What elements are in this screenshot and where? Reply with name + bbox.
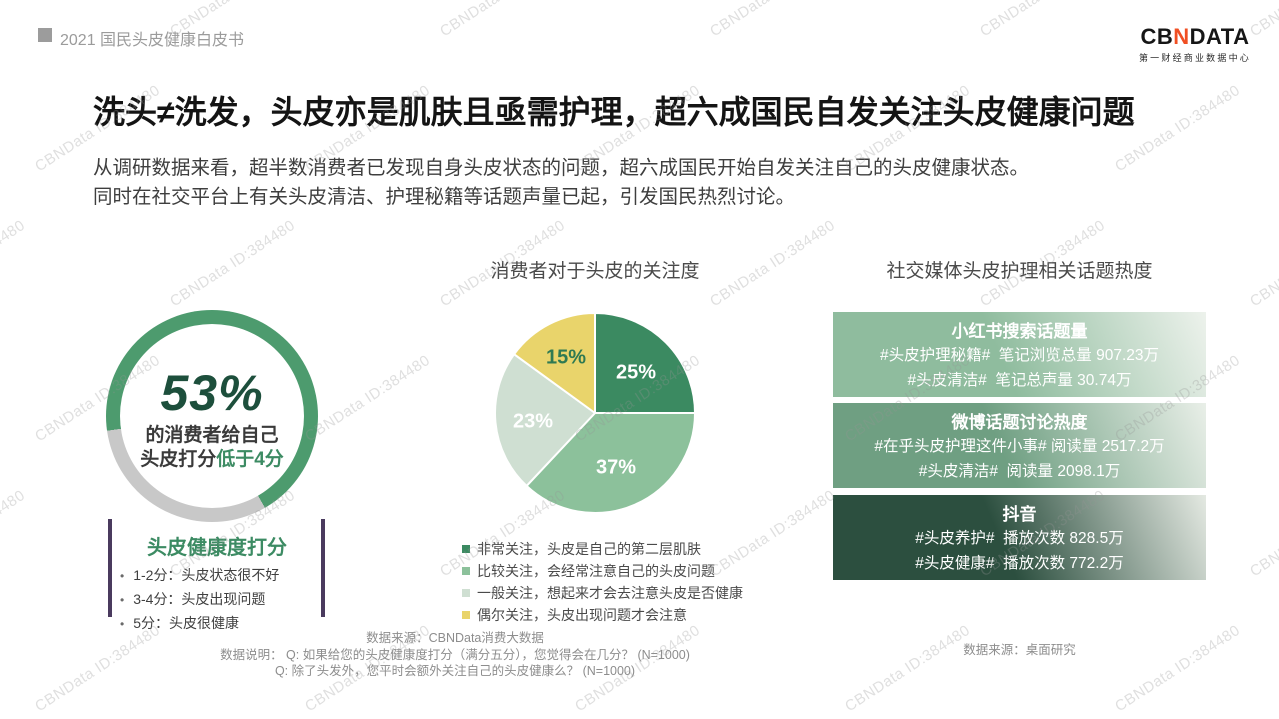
logo-accent-letter: N — [1173, 24, 1190, 49]
pie-chart: 25% 37% 23% 15% — [493, 311, 697, 515]
social-card-xiaohongshu: 小红书搜索话题量 #头皮护理秘籍# 笔记浏览总量 907.23万 #头皮清洁# … — [833, 312, 1206, 397]
legend-label: 偶尔关注，头皮出现问题才会注意 — [477, 607, 687, 623]
watermark-text: CBNData ID:384480 — [1247, 0, 1279, 40]
pie-svg — [494, 312, 696, 514]
logo-pre: CB — [1140, 24, 1174, 49]
cbndata-logo: CBNDATA 第一财经商业数据中心 — [1139, 25, 1251, 64]
scale-item: 5分：头皮很健康 — [120, 612, 279, 636]
pie-label-25: 25% — [615, 361, 657, 384]
intro-line-2: 同时在社交平台上有关头皮清洁、护理秘籍等话题声量已起，引发国民热烈讨论。 — [93, 186, 796, 208]
card-title: 微博话题讨论热度 — [951, 413, 1088, 432]
watermark-text: CBNData ID:384480 — [0, 0, 28, 40]
data-notes: 数据来源：CBNData消费大数据 数据说明： Q: 如果给您的头皮健康度打分（… — [205, 630, 705, 680]
watermark-text: CBNData ID:384480 — [842, 621, 974, 716]
legend-label: 比较关注，会经常注意自己的头皮问题 — [477, 563, 715, 579]
card-title: 小红书搜索话题量 — [951, 322, 1088, 341]
social-card-weibo: 微博话题讨论热度 #在乎头皮护理这件小事# 阅读量 2517.2万 #头皮清洁#… — [833, 403, 1206, 488]
donut-hole — [120, 324, 304, 508]
note-question-1: 数据说明： Q: 如果给您的头皮健康度打分（满分五分），您觉得会在几分？ (N=… — [220, 647, 690, 662]
legend-label: 非常关注，头皮是自己的第二层肌肤 — [477, 541, 701, 557]
card-metric: #头皮清洁# 阅读量 2098.1万 — [918, 463, 1121, 480]
scale-list: 1-2分：头皮状态很不好 3-4分：头皮出现问题 5分：头皮很健康 — [120, 564, 279, 636]
scale-item: 3-4分：头皮出现问题 — [120, 588, 279, 612]
pie-slice — [525, 412, 696, 514]
pie-slice — [594, 312, 696, 414]
card-metric: #头皮健康# 播放次数 772.2万 — [915, 555, 1124, 572]
intro-paragraph: 从调研数据来看，超半数消费者已发现自身头皮状态的问题，超六成国民开始自发关注自己… — [93, 154, 1213, 212]
card-metric: #在乎头皮护理这件小事# 阅读量 2517.2万 — [874, 438, 1165, 455]
pie-slice — [494, 353, 596, 487]
intro-line-1: 从调研数据来看，超半数消费者已发现自身头皮状态的问题，超六成国民开始自发关注自己… — [93, 157, 1030, 179]
donut-description: 的消费者给自己 头皮打分低于4分 — [140, 424, 284, 472]
watermark-text: CBNData ID:384480 — [167, 216, 299, 311]
legend-item: 一般关注，想起来才会去注意头皮是否健康 — [462, 582, 743, 604]
legend-item: 非常关注，头皮是自己的第二层肌肤 — [462, 538, 743, 560]
watermark-text: CBNData ID:384480 — [707, 0, 838, 40]
scale-left-bar — [108, 519, 112, 617]
legend-item: 偶尔关注，头皮出现问题才会注意 — [462, 604, 743, 626]
legend-item: 比较关注，会经常注意自己的头皮问题 — [462, 560, 743, 582]
donut-chart: 53% 的消费者给自己 头皮打分低于4分 — [106, 310, 318, 522]
logo-wordmark: CBNDATA — [1139, 25, 1251, 49]
card-title: 抖音 — [1002, 505, 1037, 524]
header-square-marker — [38, 28, 52, 42]
pie-label-37: 37% — [595, 456, 637, 479]
watermark-text: CBNData ID:384480 — [0, 216, 29, 310]
watermark-text: CBNData ID:384480 — [302, 351, 434, 446]
watermark-text: CBNData ID:384480 — [0, 486, 29, 580]
donut-desc-highlight: 低于4分 — [216, 449, 284, 470]
scale-item: 1-2分：头皮状态很不好 — [120, 564, 279, 588]
donut-desc-line2-prefix: 头皮打分 — [140, 449, 217, 470]
watermark-text: CBNData ID:384480 — [437, 0, 568, 40]
legend-swatch — [462, 589, 470, 597]
donut-value: 53% — [160, 365, 264, 421]
watermark-text: CBNData ID:384480 — [1247, 487, 1279, 581]
scale-title: 头皮健康度打分 — [147, 537, 287, 559]
pie-slice — [513, 312, 596, 414]
social-section-title: 社交媒体头皮护理相关话题热度 — [886, 261, 1153, 282]
legend-swatch — [462, 611, 470, 619]
watermark-text: CBNData ID:384480 — [1112, 621, 1244, 716]
watermark-text: CBNData ID:384480 — [977, 0, 1108, 40]
report-tag: 2021 国民头皮健康白皮书 — [60, 32, 245, 49]
legend-label: 一般关注，想起来才会去注意头皮是否健康 — [477, 585, 743, 601]
pie-chart-title: 消费者对于头皮的关注度 — [490, 261, 700, 282]
watermark-text: CBNData ID:384480 — [1247, 217, 1279, 311]
pie-label-15: 15% — [545, 346, 587, 369]
pie-legend: 非常关注，头皮是自己的第二层肌肤 比较关注，会经常注意自己的头皮问题 一般关注，… — [462, 538, 743, 626]
scale-right-bar — [321, 519, 325, 617]
pie-label-23: 23% — [512, 410, 554, 433]
donut-center-text: 53% 的消费者给自己 头皮打分低于4分 — [120, 324, 304, 508]
card-metric: #头皮清洁# 笔记总声量 30.74万 — [907, 372, 1132, 389]
social-note-source: 数据来源：桌面研究 — [963, 643, 1076, 657]
logo-subtitle: 第一财经商业数据中心 — [1138, 53, 1251, 63]
logo-post: DATA — [1189, 24, 1250, 49]
card-metric: #头皮护理秘籍# 笔记浏览总量 907.23万 — [879, 347, 1160, 364]
page-title: 洗头≠洗发，头皮亦是肌肤且亟需护理，超六成国民自发关注头皮健康问题 — [93, 94, 1135, 130]
legend-swatch — [462, 545, 470, 553]
note-source: 数据来源：CBNData消费大数据 — [366, 631, 544, 645]
legend-swatch — [462, 567, 470, 575]
card-metric: #头皮养护# 播放次数 828.5万 — [915, 530, 1124, 547]
donut-desc-line1: 的消费者给自己 — [145, 425, 279, 446]
note-question-2: Q: 除了头发外，您平时会额外关注自己的头皮健康么？ (N=1000) — [274, 664, 636, 678]
social-card-douyin: 抖音 #头皮养护# 播放次数 828.5万 #头皮健康# 播放次数 772.2万 — [833, 495, 1206, 580]
